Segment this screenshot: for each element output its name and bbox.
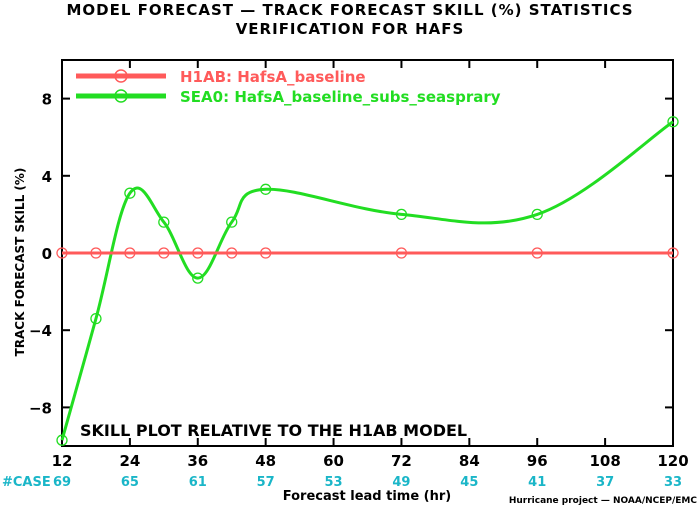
legend-marker-h1ab <box>114 69 128 83</box>
case-count: 33 <box>664 475 682 490</box>
case-count: 61 <box>189 475 207 490</box>
x-tick-label: 24 <box>119 452 140 470</box>
data-point-h1ab <box>260 247 272 259</box>
data-point-h1ab <box>124 247 136 259</box>
credit-text: Hurricane project — NOAA/NCEP/EMC <box>509 496 698 506</box>
case-count: 45 <box>460 475 478 490</box>
y-axis-label: TRACK FORECAST SKILL (%) <box>13 168 27 357</box>
chart-title: MODEL FORECAST — TRACK FORECAST SKILL (%… <box>66 1 634 19</box>
y-tick-label: 0 <box>42 245 52 263</box>
data-point-h1ab <box>90 247 102 259</box>
case-count: 37 <box>596 475 614 490</box>
y-tick-label: −4 <box>29 322 52 340</box>
data-point-h1ab <box>192 247 204 259</box>
x-tick-label: 36 <box>187 452 208 470</box>
x-tick-label: 72 <box>391 452 412 470</box>
case-label: #CASE <box>2 475 51 490</box>
legend-marker-sea0 <box>114 89 128 103</box>
data-point-sea0 <box>260 183 272 195</box>
x-axis-label: Forecast lead time (hr) <box>283 489 451 504</box>
skill-annotation: SKILL PLOT RELATIVE TO THE H1AB MODEL <box>80 421 467 440</box>
y-tick-label: −8 <box>29 399 52 417</box>
data-point-sea0 <box>56 434 68 446</box>
data-point-sea0 <box>395 208 408 221</box>
x-tick-label: 60 <box>323 452 344 470</box>
legend: H1AB: HafsA_baseline SEA0: HafsA_baseline… <box>76 68 501 106</box>
legend-label-h1ab: H1AB: HafsA_baseline <box>180 68 366 86</box>
case-count: 49 <box>392 475 410 490</box>
x-tick-label: 12 <box>52 452 73 470</box>
legend-label-sea0: SEA0: HafsA_baseline_subs_seasprary <box>180 88 501 106</box>
data-point-sea0 <box>531 208 543 221</box>
data-point-sea0 <box>158 216 170 228</box>
series-layer <box>56 116 679 446</box>
data-point-h1ab <box>226 247 238 259</box>
chart-subtitle: VERIFICATION FOR HAFS <box>235 20 465 38</box>
case-count: 65 <box>121 475 139 490</box>
y-tick-label: 8 <box>42 91 52 109</box>
data-point-sea0 <box>226 216 238 228</box>
data-point-h1ab <box>395 247 408 259</box>
data-point-sea0 <box>90 312 102 325</box>
x-tick-label: 120 <box>657 452 688 470</box>
data-point-sea0 <box>667 116 679 128</box>
y-tick-label: 4 <box>42 168 52 186</box>
x-tick-label: 84 <box>459 452 480 470</box>
data-point-h1ab <box>531 247 543 259</box>
data-point-h1ab <box>158 247 170 259</box>
x-tick-label: 48 <box>255 452 276 470</box>
case-count: 53 <box>325 475 343 490</box>
data-point-sea0 <box>192 272 204 284</box>
x-tick-label: 108 <box>589 452 620 470</box>
data-point-sea0 <box>124 187 136 199</box>
data-point-h1ab <box>56 247 68 259</box>
data-point-h1ab <box>667 247 679 259</box>
x-tick-label: 96 <box>527 452 548 470</box>
case-count: 41 <box>528 475 546 490</box>
case-count: 69 <box>53 475 71 490</box>
series-line-sea0 <box>60 120 674 441</box>
case-count: 57 <box>257 475 275 490</box>
